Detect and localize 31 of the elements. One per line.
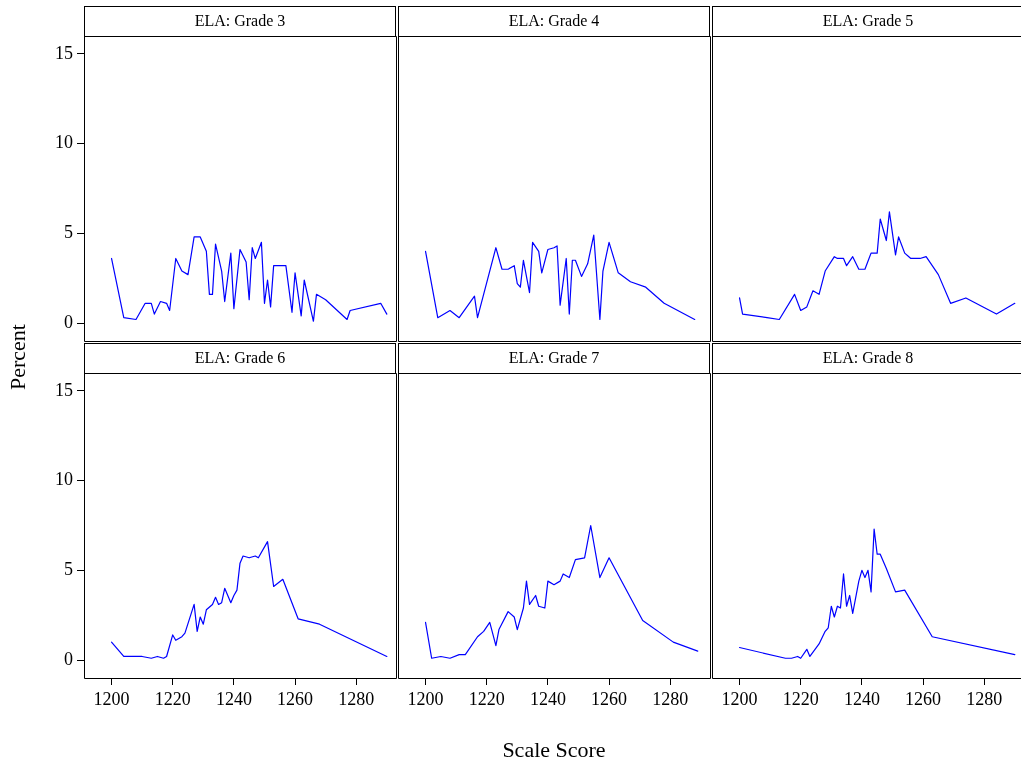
panel-header: ELA: Grade 3 [84, 6, 396, 37]
x-tick-label: 1220 [782, 688, 819, 709]
x-tick-label: 1220 [154, 688, 191, 709]
x-tick-label: 1240 [215, 688, 252, 709]
x-tick-label: 1260 [591, 688, 628, 709]
x-tick-label: 1220 [468, 688, 505, 709]
x-tick-label: 1200 [407, 688, 444, 709]
x-tick-label: 1200 [93, 688, 130, 709]
x-tick-label: 1260 [905, 688, 942, 709]
panel-header: ELA: Grade 8 [712, 343, 1021, 374]
panel-header: ELA: Grade 6 [84, 343, 396, 374]
panel-header: ELA: Grade 4 [398, 6, 710, 37]
panel-header: ELA: Grade 5 [712, 6, 1021, 37]
x-tick-label: 1200 [721, 688, 758, 709]
y-tick-label: 0 [64, 311, 73, 332]
y-tick-label: 10 [55, 469, 73, 490]
x-tick-label: 1260 [277, 688, 314, 709]
x-tick-label: 1280 [338, 688, 375, 709]
x-tick-label: 1280 [652, 688, 689, 709]
x-tick-label: 1240 [529, 688, 566, 709]
y-tick-label: 15 [55, 379, 73, 400]
x-tick-label: 1240 [843, 688, 880, 709]
panel-header: ELA: Grade 7 [398, 343, 710, 374]
y-tick-label: 15 [55, 42, 73, 63]
x-axis-title: Scale Score [502, 737, 606, 763]
y-tick-label: 0 [64, 648, 73, 669]
y-axis-title: Percent [5, 324, 31, 390]
y-tick-label: 5 [64, 559, 73, 580]
x-tick-label: 1280 [966, 688, 1003, 709]
y-tick-label: 10 [55, 132, 73, 153]
y-tick-label: 5 [64, 222, 73, 243]
